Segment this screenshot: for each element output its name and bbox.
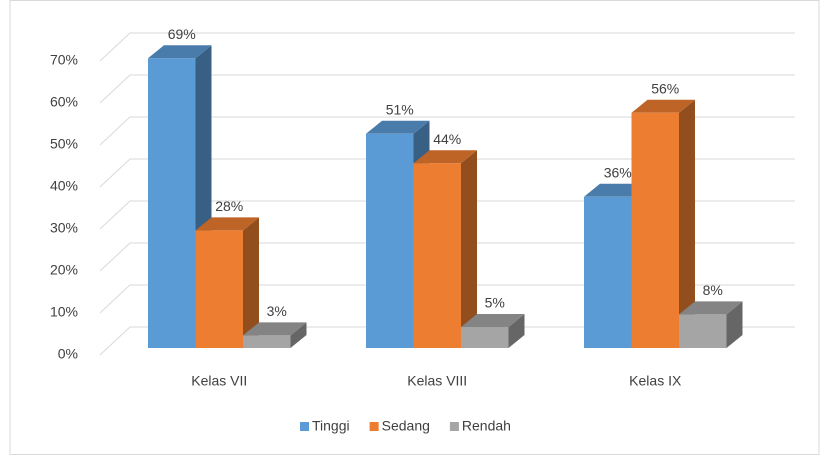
y-tick-label: 70% xyxy=(50,52,78,68)
data-label: 5% xyxy=(485,295,505,311)
bar xyxy=(631,112,679,348)
bar xyxy=(461,327,509,348)
bar xyxy=(243,335,291,348)
x-tick-label: Kelas VII xyxy=(191,373,247,389)
bar-side xyxy=(290,322,307,348)
bar-top xyxy=(461,314,525,327)
bar-side xyxy=(679,99,695,348)
data-label: 44% xyxy=(433,131,461,147)
legend-swatch xyxy=(369,422,379,431)
bar xyxy=(413,163,461,348)
bar-top xyxy=(413,150,477,164)
y-tick-label: 30% xyxy=(50,220,78,236)
data-label: 51% xyxy=(386,102,414,118)
bar-side xyxy=(726,301,743,348)
bar-top xyxy=(148,45,212,59)
data-label: 3% xyxy=(267,303,287,319)
legend-swatch xyxy=(300,422,309,431)
bar-top xyxy=(366,120,430,134)
bar-side xyxy=(243,217,259,348)
grid-line xyxy=(99,116,795,146)
y-tick-label: 50% xyxy=(50,136,78,152)
grid-line xyxy=(99,242,795,272)
bar xyxy=(679,314,727,348)
grid-line xyxy=(99,326,795,356)
bar-top xyxy=(631,99,695,113)
grid-line xyxy=(99,74,795,104)
grid-line xyxy=(99,200,795,230)
data-label: 8% xyxy=(703,282,723,298)
bar xyxy=(148,58,196,348)
bar xyxy=(366,133,414,348)
y-tick-label: 60% xyxy=(50,94,78,110)
bar-top xyxy=(243,322,307,336)
legend-label: Sedang xyxy=(382,418,430,434)
legend-label: Tinggi xyxy=(312,418,350,434)
data-label: 69% xyxy=(168,26,196,42)
legend-swatch xyxy=(449,422,459,431)
bar xyxy=(584,196,632,348)
data-label: 56% xyxy=(651,81,679,97)
y-tick-label: 10% xyxy=(50,304,78,320)
grid-line xyxy=(99,32,795,62)
data-label: 28% xyxy=(215,198,243,214)
y-tick-label: 0% xyxy=(58,346,78,362)
bar-side xyxy=(461,150,477,348)
x-tick-label: Kelas IX xyxy=(629,373,682,389)
bar-top xyxy=(195,217,259,231)
data-label: 36% xyxy=(604,165,632,181)
y-tick-label: 20% xyxy=(50,262,78,278)
y-tick-label: 40% xyxy=(50,178,78,194)
bar-side xyxy=(508,314,525,348)
bar-top xyxy=(679,301,743,315)
grid-line xyxy=(99,158,795,188)
grid-line xyxy=(99,284,795,314)
bar xyxy=(195,230,243,348)
legend-label: Rendah xyxy=(462,418,511,434)
x-tick-label: Kelas VIII xyxy=(407,373,467,389)
